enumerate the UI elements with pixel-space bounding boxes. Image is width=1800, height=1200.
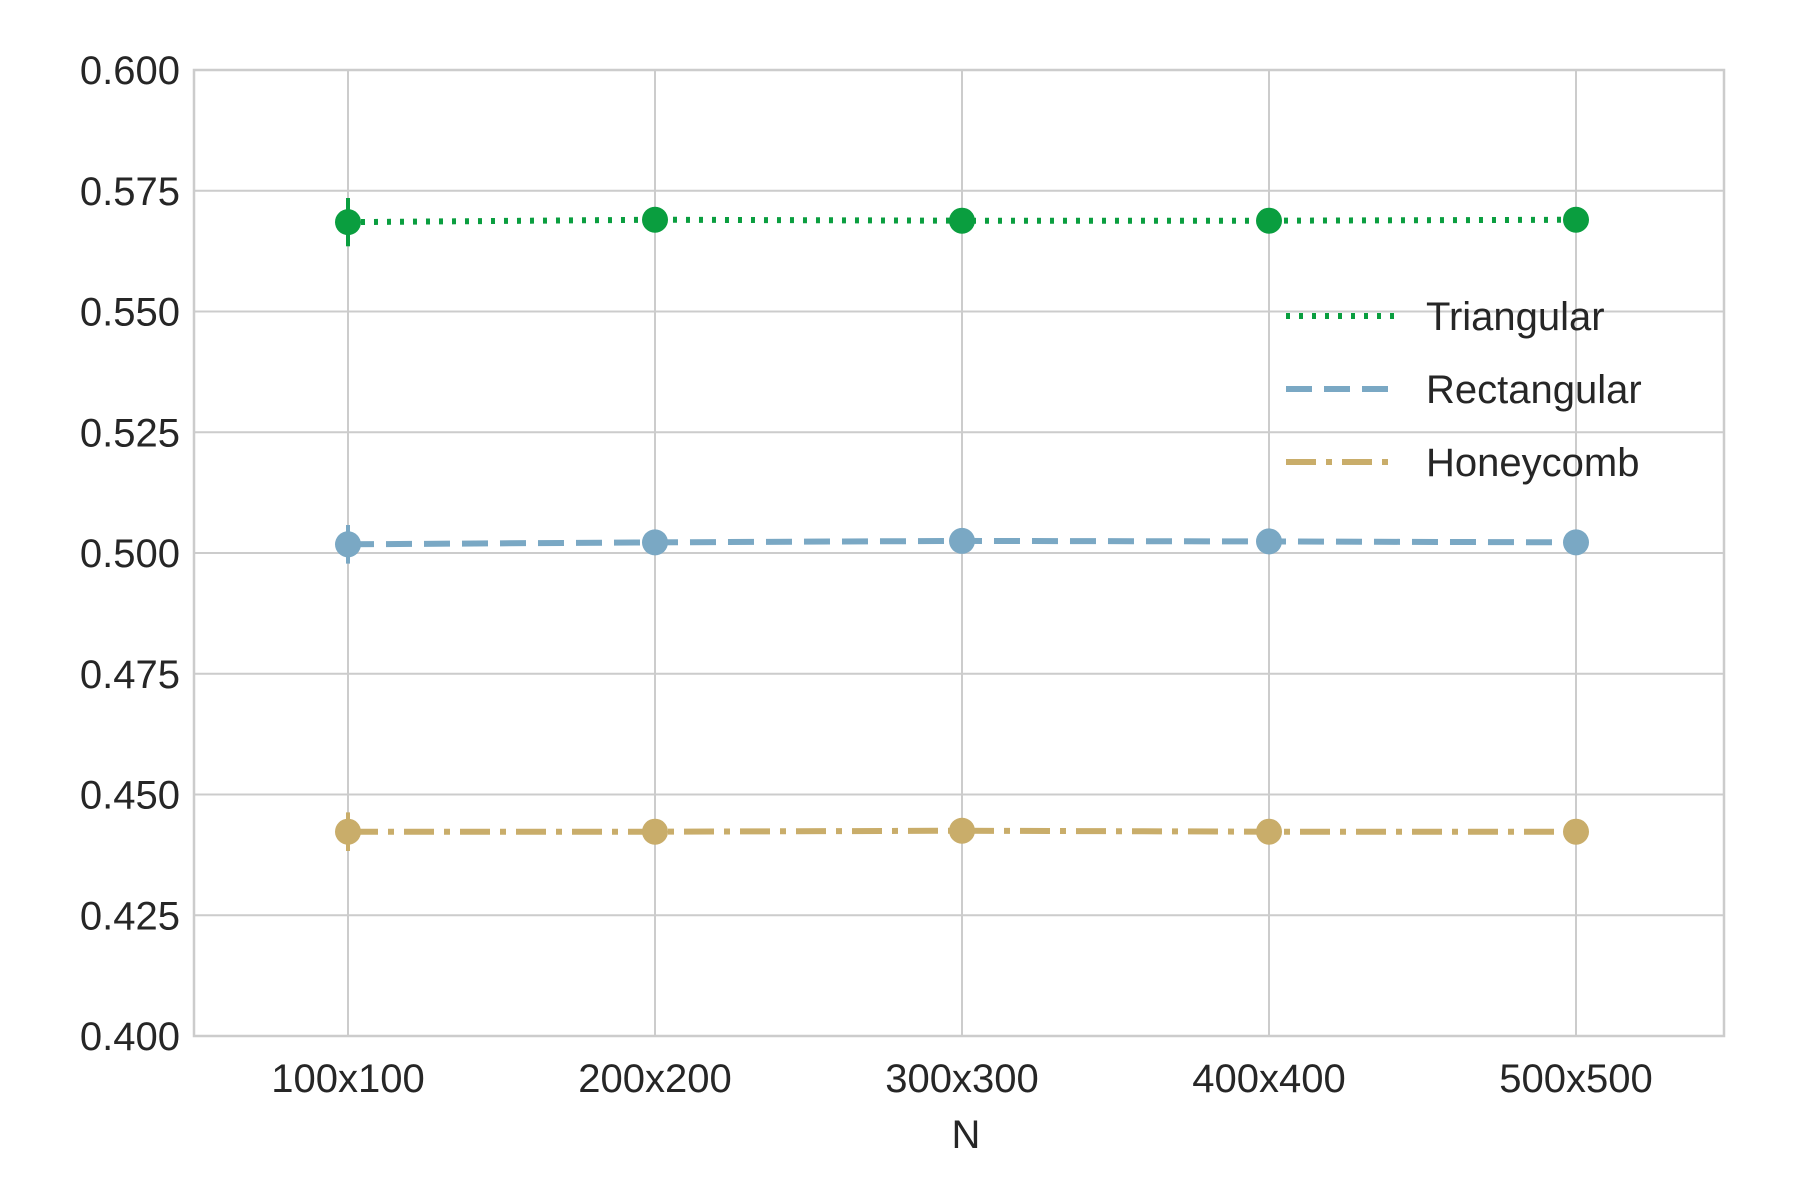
data-point: [335, 818, 361, 845]
data-point: [642, 818, 668, 845]
y-tick-label: 0.425: [80, 894, 180, 938]
data-point: [1256, 207, 1282, 234]
data-point: [949, 817, 975, 844]
series-triangular: [335, 197, 1589, 247]
data-point: [335, 531, 361, 558]
x-axis-label: N: [952, 1113, 981, 1157]
data-point: [642, 206, 668, 233]
y-tick-label: 0.550: [80, 291, 180, 335]
y-tick-label: 0.450: [80, 774, 180, 818]
y-tick-label: 0.575: [80, 170, 180, 214]
y-tick-label: 0.525: [80, 411, 180, 455]
series-group: [335, 197, 1589, 852]
legend-label: Rectangular: [1426, 368, 1642, 412]
data-point: [1563, 206, 1589, 233]
y-tick-label: 0.500: [80, 532, 180, 576]
data-point: [1563, 818, 1589, 845]
data-point: [1256, 528, 1282, 555]
data-point: [949, 207, 975, 234]
data-point: [642, 529, 668, 556]
legend: Triangular Rectangular Honeycomb: [1286, 295, 1642, 485]
x-tick-label: 100x100: [271, 1057, 424, 1101]
plot-frame: [192, 68, 1726, 1038]
y-tick-label: 0.400: [80, 1015, 180, 1059]
x-tick-label: 400x400: [1192, 1057, 1345, 1101]
data-point: [1563, 529, 1589, 556]
legend-item: Triangular: [1286, 295, 1605, 339]
y-tick-label: 0.600: [80, 49, 180, 93]
legend-item: Honeycomb: [1286, 441, 1639, 485]
data-point: [335, 209, 361, 236]
x-axis-ticks: 100x100 200x200 300x300 400x400 500x500: [271, 1057, 1652, 1101]
data-point: [1256, 818, 1282, 845]
data-point: [949, 527, 975, 554]
series-honeycomb: [335, 812, 1589, 852]
x-tick-label: 300x300: [885, 1057, 1038, 1101]
x-tick-label: 500x500: [1499, 1057, 1652, 1101]
series-rectangular: [335, 524, 1589, 564]
series-line: [348, 827, 1576, 835]
legend-item: Rectangular: [1286, 368, 1642, 412]
legend-label: Honeycomb: [1426, 441, 1639, 485]
y-axis-ticks: 0.400 0.425 0.450 0.475 0.500 0.525 0.550 0.575…: [80, 49, 180, 1059]
legend-label: Triangular: [1426, 295, 1605, 339]
x-tick-label: 200x200: [578, 1057, 731, 1101]
y-tick-label: 0.475: [80, 653, 180, 697]
